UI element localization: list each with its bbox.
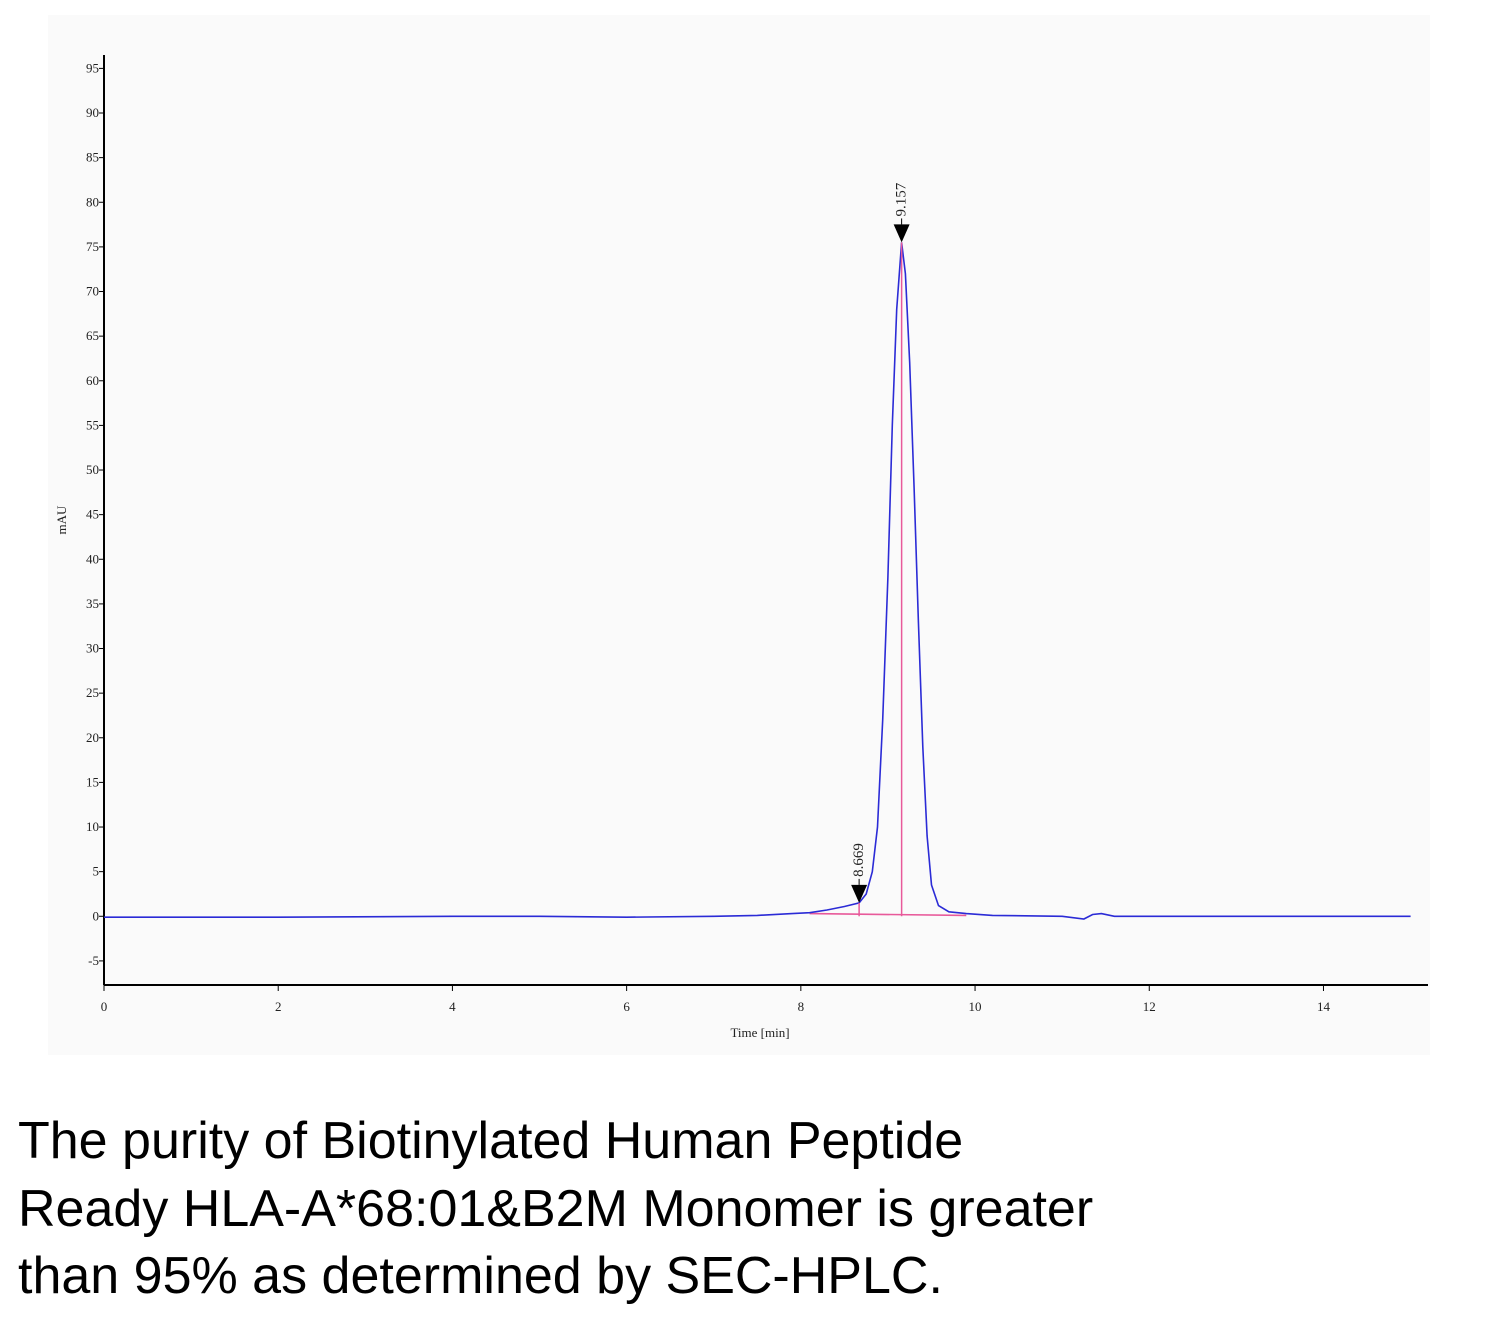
x-tick-label: 2 (275, 999, 282, 1014)
y-tick-label: 15 (86, 774, 99, 789)
y-tick-label: 85 (86, 150, 99, 165)
y-tick-label: 50 (86, 462, 99, 477)
y-tick-label: 35 (86, 596, 99, 611)
y-tick-label: 60 (86, 373, 99, 388)
integration-baseline (809, 912, 967, 917)
y-tick-label: 10 (86, 819, 99, 834)
x-tick-label: 10 (969, 999, 982, 1014)
peak-marker (851, 884, 868, 903)
y-tick-label: 20 (86, 730, 99, 745)
caption-line: than 95% as determined by SEC-HPLC. (18, 1247, 943, 1305)
plot-background (48, 15, 1430, 1055)
y-tick-label: 30 (86, 641, 99, 656)
y-tick-label: 75 (86, 239, 99, 254)
x-tick-label: 4 (449, 999, 456, 1014)
x-tick-label: 6 (623, 999, 630, 1014)
y-axis-label: mAU (54, 505, 69, 535)
trace (104, 242, 1411, 920)
x-tick-label: 12 (1143, 999, 1156, 1014)
caption-line: The purity of Biotinylated Human Peptide (18, 1112, 963, 1170)
y-tick-label: 80 (86, 194, 99, 209)
x-tick-label: 14 (1317, 999, 1331, 1014)
x-tick-label: 0 (101, 999, 108, 1014)
y-tick-label: 95 (86, 60, 99, 75)
x-tick-label: 8 (798, 999, 805, 1014)
y-tick-label: 0 (93, 908, 100, 923)
y-tick-label: 40 (86, 551, 99, 566)
y-tick-label: -5 (88, 953, 99, 968)
y-tick-label: 65 (86, 328, 99, 343)
x-axis-label: Time [min] (730, 1025, 789, 1040)
y-tick-label: 5 (93, 864, 100, 879)
y-tick-label: 25 (86, 685, 99, 700)
y-tick-label: 90 (86, 105, 99, 120)
y-tick-label: 55 (86, 417, 99, 432)
peak-label: 9.157 (894, 182, 910, 216)
peak-marker (893, 224, 910, 243)
caption-line: Ready HLA-A*68:01&B2M Monomer is greater (18, 1180, 1093, 1238)
y-tick-label: 70 (86, 284, 99, 299)
peak-label: 8.669 (851, 843, 867, 877)
y-tick-label: 45 (86, 507, 99, 522)
